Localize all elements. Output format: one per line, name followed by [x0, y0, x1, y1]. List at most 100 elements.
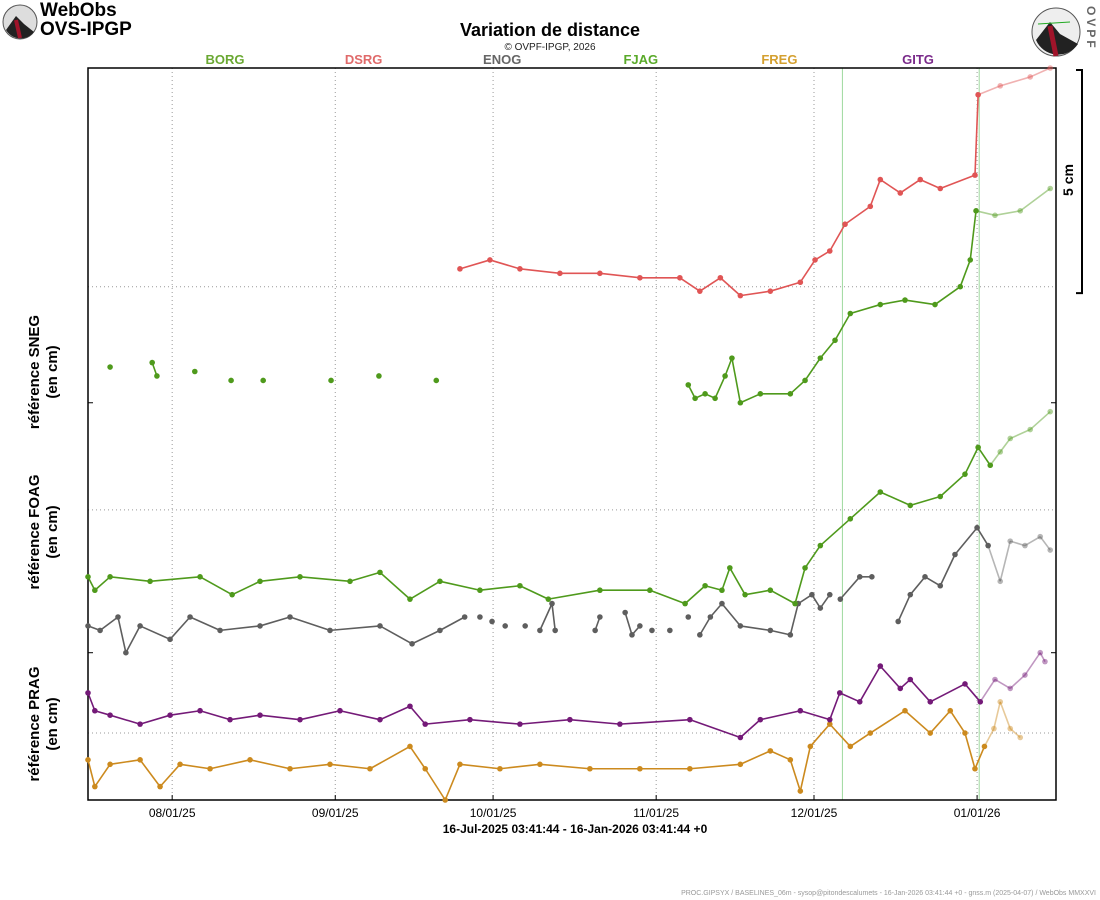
series-enog [85, 524, 1054, 656]
series-line-segment [139, 714, 171, 725]
data-point [1022, 672, 1028, 678]
series-line-segment [199, 709, 231, 721]
series-dsrg [457, 65, 1054, 299]
series-line-segment [519, 585, 549, 600]
series-line-segment [139, 759, 161, 788]
series-line-segment [259, 576, 301, 583]
series-line-segment [909, 678, 931, 703]
series-line-segment [1029, 411, 1051, 431]
series-line-segment [789, 759, 802, 792]
series-line-segment [839, 576, 861, 600]
series-line-segment [1039, 536, 1051, 551]
series-line-segment [819, 339, 836, 359]
series-line-segment [829, 223, 846, 252]
series-line-segment [740, 750, 771, 766]
series-line-segment [954, 527, 978, 556]
series-line-segment [731, 357, 742, 403]
series-line-segment [409, 580, 441, 600]
series-line-segment [979, 679, 996, 703]
data-point [522, 623, 528, 629]
series-line-segment [829, 723, 851, 747]
data-point [433, 377, 440, 384]
series-line-segment [721, 603, 741, 627]
series-line-segment [109, 714, 141, 725]
series-line-segment [976, 527, 989, 547]
series-line-segment [117, 616, 127, 653]
series-line-segment [880, 299, 906, 306]
data-point [489, 618, 495, 625]
series-line-segment [249, 759, 291, 770]
data-point [1007, 685, 1014, 692]
series-line-segment [839, 692, 861, 703]
series-line-segment [329, 763, 371, 770]
series-line-segment [189, 616, 221, 632]
data-point [649, 627, 655, 634]
series-line-segment [551, 603, 556, 631]
series-line-segment [94, 576, 111, 591]
series-line-segment [1024, 535, 1041, 547]
series-line-segment [899, 178, 921, 194]
series-line-segment [139, 625, 171, 641]
series-line-segment [939, 174, 976, 190]
series-line-segment [479, 584, 521, 592]
series-line-segment [1000, 76, 1031, 87]
series-line-segment [109, 759, 141, 766]
data-point [154, 373, 160, 379]
series-line-segment [770, 750, 791, 761]
series-line-segment [964, 732, 976, 769]
series-line-segment [459, 259, 491, 270]
series-line-segment [819, 594, 831, 609]
series-line-segment [289, 616, 331, 632]
series-line-segment [879, 665, 901, 689]
series-line-segment [489, 259, 521, 270]
chart-title: Variation de distance [459, 20, 641, 40]
series-line-segment [800, 709, 831, 721]
series-line-segment [689, 763, 741, 770]
brand-line2: OVS-IPGP [40, 19, 132, 40]
series-line-segment [989, 451, 1001, 466]
series-line-segment [969, 210, 977, 261]
series-line-segment [897, 594, 912, 622]
data-point [1042, 658, 1048, 665]
series-line-segment [879, 491, 911, 507]
series-line-segment [219, 625, 261, 632]
ovpf-logo-text: OVPF [1084, 6, 1098, 51]
series-line-segment [770, 281, 801, 292]
data-point [1037, 649, 1044, 656]
series-line-segment [159, 763, 181, 788]
data-point [992, 676, 998, 683]
series-line-segment [704, 393, 716, 400]
series-line-segment [409, 705, 426, 725]
series-line-segment [1009, 727, 1021, 739]
series-line-segment [789, 603, 799, 636]
data-point [502, 623, 508, 629]
series-line-segment [411, 629, 441, 645]
series-line-segment [379, 625, 413, 645]
x-tick-label: 11/01/25 [633, 806, 680, 820]
series-line-segment [369, 745, 411, 770]
series-line-segment [770, 629, 791, 636]
series-gitg [85, 649, 1048, 741]
data-point [1007, 725, 1014, 732]
series-line-segment [631, 625, 641, 636]
series-line-segment [110, 576, 151, 583]
brand: WebObs OVS-IPGP [40, 1, 132, 39]
series-line-segment [539, 763, 590, 770]
series-line-segment [519, 718, 570, 725]
series-line-segment [719, 277, 741, 297]
data-point [667, 627, 673, 634]
series-line-segment [87, 759, 96, 787]
series-line-segment [729, 567, 746, 596]
data-point [992, 212, 998, 219]
scale-bar [1076, 69, 1083, 295]
series-line-segment [199, 576, 233, 596]
x-tick-label: 01/01/26 [953, 806, 1001, 820]
series-line-segment [425, 718, 471, 725]
series-line-segment [409, 745, 426, 770]
series-line-segment [87, 625, 101, 632]
series-line-segment [999, 701, 1011, 729]
series-line-segment [789, 379, 806, 395]
series-line-segment [687, 384, 696, 399]
series-line-segment [869, 179, 882, 207]
